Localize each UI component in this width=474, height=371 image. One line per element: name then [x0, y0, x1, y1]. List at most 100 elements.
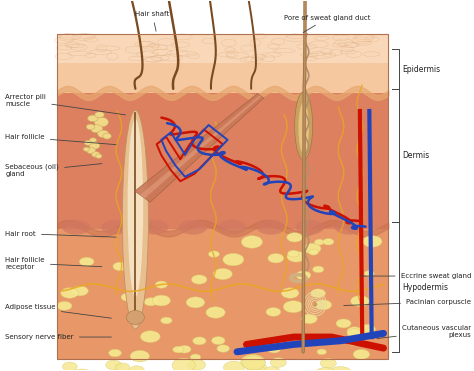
Ellipse shape [98, 130, 109, 138]
Ellipse shape [260, 367, 282, 371]
Ellipse shape [88, 115, 98, 122]
Ellipse shape [320, 358, 336, 368]
Ellipse shape [95, 112, 104, 118]
Ellipse shape [83, 147, 90, 151]
Bar [57, 229, 388, 359]
Ellipse shape [329, 367, 352, 371]
Ellipse shape [241, 236, 263, 248]
Ellipse shape [61, 288, 78, 298]
Ellipse shape [295, 92, 313, 160]
Ellipse shape [122, 110, 148, 329]
Ellipse shape [266, 308, 281, 316]
Text: Hair shaft: Hair shaft [136, 12, 170, 31]
Bar [57, 34, 388, 63]
Text: Cutaneous vascular
plexus: Cutaneous vascular plexus [377, 325, 471, 339]
Ellipse shape [86, 148, 96, 154]
Ellipse shape [336, 319, 351, 328]
Ellipse shape [140, 331, 160, 342]
Ellipse shape [267, 345, 281, 353]
Ellipse shape [187, 359, 206, 370]
Bar [57, 92, 388, 229]
Ellipse shape [364, 270, 374, 276]
Ellipse shape [62, 220, 91, 235]
Bar [57, 34, 388, 92]
Ellipse shape [303, 243, 321, 254]
Ellipse shape [190, 354, 201, 360]
Ellipse shape [287, 233, 302, 242]
Text: Pacinian corpuscle: Pacinian corpuscle [344, 299, 471, 305]
Ellipse shape [129, 366, 144, 371]
Text: Epidermis: Epidermis [402, 65, 440, 73]
Ellipse shape [347, 329, 362, 338]
Ellipse shape [79, 257, 94, 266]
Ellipse shape [103, 133, 111, 139]
Ellipse shape [351, 296, 369, 306]
Text: Adipose tissue: Adipose tissue [5, 305, 111, 318]
Ellipse shape [209, 251, 219, 257]
Ellipse shape [121, 293, 135, 301]
Ellipse shape [315, 368, 336, 371]
Ellipse shape [96, 154, 102, 158]
Ellipse shape [131, 273, 142, 280]
Ellipse shape [127, 311, 145, 325]
Text: Arrector pili
muscle: Arrector pili muscle [5, 94, 126, 115]
Ellipse shape [57, 301, 72, 310]
Ellipse shape [281, 288, 299, 298]
Ellipse shape [101, 220, 129, 235]
Ellipse shape [310, 289, 326, 298]
Ellipse shape [128, 119, 143, 297]
Ellipse shape [213, 268, 232, 280]
Ellipse shape [84, 140, 92, 145]
Ellipse shape [63, 362, 77, 371]
Ellipse shape [91, 125, 103, 133]
Text: Sensory nerve fiber: Sensory nerve fiber [5, 334, 111, 340]
Ellipse shape [152, 295, 171, 306]
Ellipse shape [72, 286, 88, 296]
Text: Sebaceous (oil)
gland: Sebaceous (oil) gland [5, 164, 102, 177]
Ellipse shape [314, 239, 324, 245]
Text: Hair follicle: Hair follicle [5, 134, 116, 145]
Ellipse shape [89, 142, 100, 149]
Ellipse shape [115, 363, 130, 371]
Ellipse shape [140, 220, 168, 235]
Ellipse shape [246, 361, 266, 371]
Ellipse shape [335, 220, 363, 235]
Ellipse shape [359, 324, 375, 334]
Ellipse shape [218, 220, 246, 235]
Ellipse shape [288, 250, 299, 257]
Ellipse shape [179, 220, 207, 235]
Ellipse shape [172, 358, 195, 371]
Ellipse shape [296, 220, 324, 235]
Ellipse shape [206, 307, 225, 318]
Ellipse shape [91, 152, 100, 157]
Ellipse shape [346, 336, 362, 346]
Ellipse shape [113, 262, 128, 271]
Ellipse shape [223, 253, 244, 266]
Ellipse shape [323, 239, 334, 245]
Ellipse shape [193, 337, 206, 345]
Ellipse shape [106, 360, 121, 370]
Ellipse shape [173, 346, 184, 353]
Polygon shape [140, 95, 261, 198]
Ellipse shape [315, 300, 332, 310]
Ellipse shape [287, 251, 305, 262]
Ellipse shape [301, 314, 317, 324]
Ellipse shape [353, 349, 370, 359]
Ellipse shape [70, 369, 94, 371]
Ellipse shape [242, 356, 265, 370]
Text: Hypodermis: Hypodermis [402, 283, 448, 292]
Ellipse shape [296, 271, 311, 280]
Ellipse shape [109, 349, 121, 357]
Ellipse shape [299, 102, 309, 154]
Ellipse shape [363, 236, 382, 247]
Ellipse shape [94, 117, 109, 127]
Ellipse shape [224, 361, 245, 371]
Ellipse shape [90, 138, 97, 142]
Ellipse shape [309, 249, 319, 255]
Ellipse shape [130, 350, 149, 362]
Ellipse shape [257, 220, 285, 235]
Ellipse shape [178, 345, 191, 353]
Ellipse shape [144, 298, 158, 306]
Ellipse shape [128, 283, 140, 290]
Polygon shape [135, 93, 264, 202]
